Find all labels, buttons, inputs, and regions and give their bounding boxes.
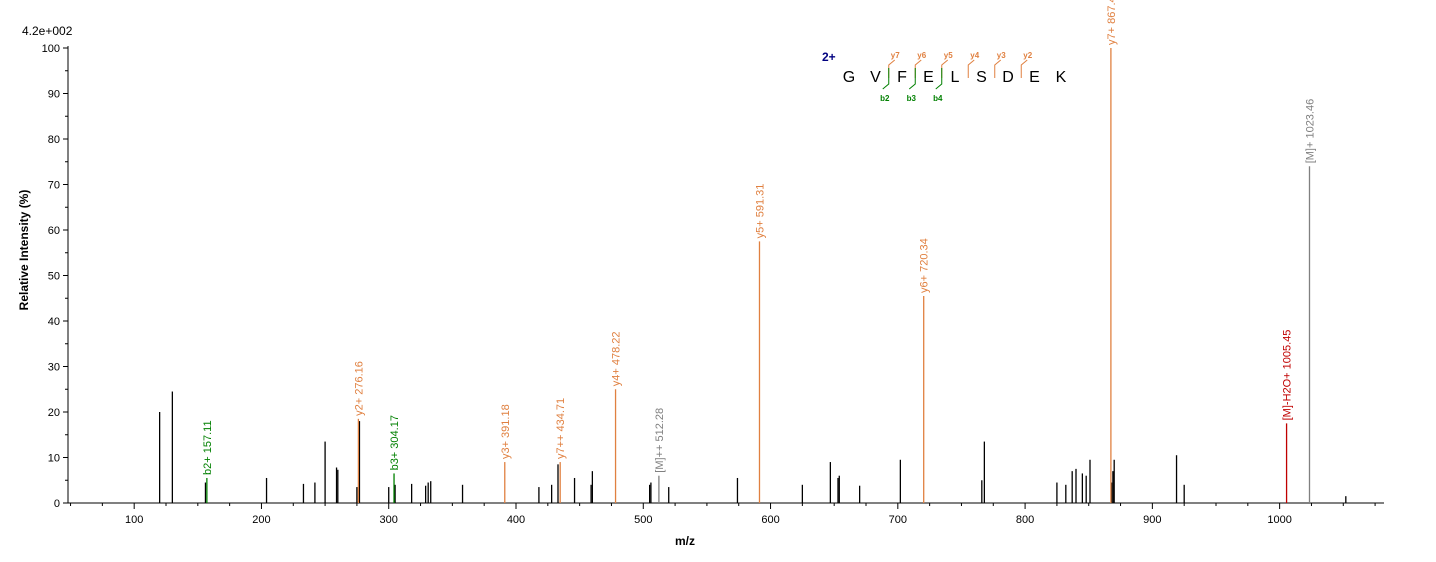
x-tick-label: 200: [252, 514, 270, 526]
water_loss-peak-label: [M]-H2O+ 1005.45: [1282, 330, 1294, 421]
intensity-scale-label: 4.2e+002: [22, 24, 73, 38]
y-fragment-label: y7: [891, 51, 900, 60]
y-fragment-marker: [888, 59, 896, 78]
y-fragment-label: y6: [917, 51, 926, 60]
x-tick-label: 1000: [1267, 514, 1291, 526]
x-axis-title: m/z: [675, 534, 695, 548]
y-tick-label: 90: [48, 89, 60, 101]
y-tick-label: 30: [48, 362, 60, 374]
b-fragment-label: b3: [907, 94, 917, 103]
y-fragment-label: y2: [1023, 51, 1032, 60]
peak-labels-layer: b2+ 157.11 y2+ 276.16 b3+ 304.17 y3+ 391.18…: [202, 0, 1317, 475]
y-fragment-marker: [941, 59, 949, 78]
x-tick-label: 500: [634, 514, 652, 526]
y-fragment-label: y5: [944, 51, 953, 60]
b-fragment-marker: [882, 68, 890, 90]
y_ion-peak-label: y6+ 720.34: [919, 238, 931, 293]
y-fragment-marker: [914, 59, 922, 78]
x-tick-label: 100: [125, 514, 143, 526]
b-fragment-marker: [908, 68, 916, 90]
y-fragment-marker: [994, 59, 1002, 78]
sequence-residue: D: [1002, 69, 1014, 86]
b_ion-peak-label: b3+ 304.17: [389, 415, 401, 470]
sequence-residue: E: [1029, 69, 1040, 86]
sequence-residue: L: [951, 69, 960, 86]
y_ion-peak-label: y5+ 591.31: [754, 184, 766, 239]
x-tick-label: 700: [889, 514, 907, 526]
x-tick-label: 600: [761, 514, 779, 526]
sequence-residue: E: [923, 69, 934, 86]
y-tick-label: 60: [48, 225, 60, 237]
y-tick-label: 80: [48, 134, 60, 146]
x-tick-label: 300: [380, 514, 398, 526]
y_ion-peak-label: y7++ 434.71: [555, 398, 567, 459]
y_ion-peak-label: y3+ 391.18: [500, 404, 512, 459]
b-fragment-marker: [935, 68, 943, 90]
y-tick-label: 10: [48, 453, 60, 465]
y-tick-label: 50: [48, 271, 60, 283]
precursor-peak-label: [M]+ 1023.46: [1304, 99, 1316, 164]
chart-axes: 0 10 20 30 40 50 60 70 80 90 100 100 200 300 400 500 600…: [42, 43, 1384, 526]
sequence-residue: S: [976, 69, 987, 86]
y-fragment-marker: [967, 59, 975, 78]
b-fragment-label: b4: [933, 94, 943, 103]
sequence-residue: K: [1056, 69, 1067, 86]
y-fragment-marker: [1020, 59, 1028, 78]
x-tick-label: 400: [507, 514, 525, 526]
y_ion-peak-label: y2+ 276.16: [353, 361, 365, 416]
b_ion-peak-label: b2+ 157.11: [202, 420, 214, 475]
y_ion-peak-label: y7+ 867.42: [1106, 0, 1118, 45]
sequence-residue: F: [897, 69, 907, 86]
y-tick-label: 100: [42, 43, 60, 55]
y-tick-label: 40: [48, 316, 60, 328]
x-tick-label: 900: [1143, 514, 1161, 526]
y-fragment-label: y3: [997, 51, 1006, 60]
y-tick-label: 0: [54, 498, 60, 510]
y-fragment-label: y4: [970, 51, 979, 60]
b-fragment-label: b2: [880, 94, 890, 103]
y-tick-label: 70: [48, 180, 60, 192]
y_ion-peak-label: y4+ 478.22: [611, 332, 623, 387]
charge-state-label: 2+: [822, 50, 836, 64]
peaks-layer: [158, 48, 1347, 503]
x-tick-label: 800: [1016, 514, 1034, 526]
y-tick-label: 20: [48, 407, 60, 419]
sequence-residue: G: [843, 69, 855, 86]
sequence-residue: V: [870, 69, 881, 86]
y-axis-title: Relative Intensity (%): [17, 190, 31, 311]
precursor-peak-label: [M]++ 512.28: [654, 408, 666, 473]
